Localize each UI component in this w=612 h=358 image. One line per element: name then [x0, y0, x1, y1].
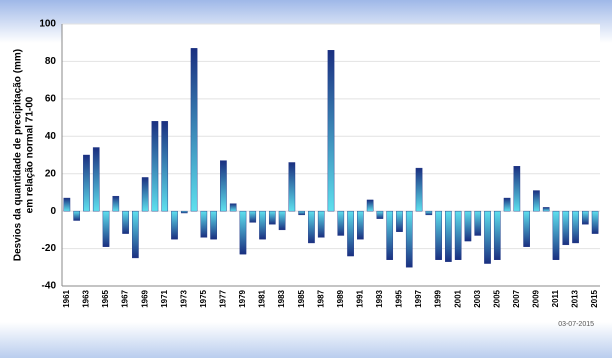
bar: [141, 177, 149, 212]
bar: [308, 210, 315, 244]
x-tick-label: 1985: [297, 289, 306, 307]
bar: [533, 190, 540, 212]
bar: [415, 167, 423, 212]
x-tick-label: 2003: [473, 289, 482, 307]
x-tick-label: 1963: [82, 289, 91, 307]
bar: [220, 160, 227, 212]
bar: [112, 195, 120, 212]
bar: [151, 121, 159, 212]
x-tick-label: 2005: [492, 289, 501, 307]
x-tick-label: 1987: [316, 289, 325, 307]
x-tick-label: 2013: [571, 289, 580, 307]
y-tick-label: 20: [45, 168, 57, 179]
bar: [239, 210, 247, 255]
bar: [552, 210, 560, 260]
x-tick-label: 1997: [414, 289, 423, 307]
x-tick-label: 2015: [590, 289, 599, 307]
y-tick-label: 80: [45, 56, 57, 67]
x-tick-label: 1967: [121, 289, 130, 307]
bar: [572, 210, 579, 244]
bar: [337, 210, 345, 236]
bar: [161, 121, 169, 212]
bar: [464, 210, 472, 242]
bar: [63, 197, 71, 212]
bar: [92, 147, 100, 212]
x-tick-label: 1971: [160, 289, 169, 307]
y-axis-label: Desvios da quantidade de precipitação (m…: [13, 49, 24, 261]
x-tick-label: 2001: [453, 289, 462, 307]
bar: [347, 210, 354, 257]
bar: [396, 210, 403, 232]
x-tick-label: 1993: [375, 289, 384, 307]
y-tick-label: 0: [50, 206, 56, 217]
date-note: 03-07-2015: [558, 321, 594, 328]
x-tick-label: 1977: [219, 289, 228, 307]
x-tick-label: 1989: [336, 289, 345, 307]
bar: [435, 210, 442, 260]
bar: [249, 210, 257, 223]
bar: [229, 203, 237, 212]
bar: [298, 210, 305, 216]
bar: [425, 210, 433, 216]
bar: [180, 210, 188, 214]
bar: [503, 197, 511, 212]
bar: [591, 210, 599, 234]
bar: [122, 210, 129, 234]
y-tick-label: -20: [42, 243, 57, 254]
bar: [454, 210, 462, 260]
bar: [493, 210, 501, 260]
x-tick-label: 1991: [355, 289, 364, 307]
bar: [445, 210, 452, 262]
y-tick-label: 40: [45, 131, 57, 142]
bar: [200, 210, 208, 238]
y-tick-label: 60: [45, 93, 57, 104]
x-tick-label: 1995: [395, 289, 404, 307]
bar: [366, 199, 374, 212]
bar: [83, 154, 90, 212]
bar: [171, 210, 178, 240]
bar: [259, 210, 266, 240]
x-tick-label: 1979: [238, 289, 247, 307]
bar: [484, 210, 491, 264]
bar: [102, 210, 110, 247]
bar: [405, 210, 413, 268]
bar: [132, 210, 139, 259]
x-tick-label: 1981: [258, 289, 267, 307]
bar: [581, 210, 589, 225]
bar: [562, 210, 570, 246]
bar: [190, 48, 198, 212]
x-tick-label: 2011: [551, 289, 560, 307]
bar: [278, 210, 286, 231]
x-tick-label: 1975: [199, 289, 208, 307]
x-tick-label: 1969: [140, 289, 149, 307]
x-tick-label: 1973: [179, 289, 188, 307]
bar: [513, 166, 521, 212]
x-tick-label: 1965: [101, 289, 110, 307]
bar: [542, 207, 550, 212]
y-tick-label: 100: [39, 19, 56, 30]
bar: [357, 210, 364, 240]
bar: [288, 162, 296, 212]
bar: [386, 210, 394, 260]
bar: [317, 210, 325, 238]
y-tick-label: -40: [42, 281, 57, 292]
bar: [474, 210, 482, 236]
x-tick-label: 1961: [62, 289, 71, 307]
x-tick-label: 2007: [512, 289, 521, 307]
x-tick-label: 1983: [277, 289, 286, 307]
bar: [73, 210, 81, 221]
bar: [327, 50, 335, 212]
x-tick-label: 1999: [434, 289, 443, 307]
y-axis-label: em relação normal 71-00: [25, 96, 36, 213]
bar: [523, 210, 530, 247]
bar: [376, 210, 384, 219]
x-tick-label: 2009: [532, 289, 541, 307]
bar: [268, 210, 276, 225]
bar: [210, 210, 217, 240]
